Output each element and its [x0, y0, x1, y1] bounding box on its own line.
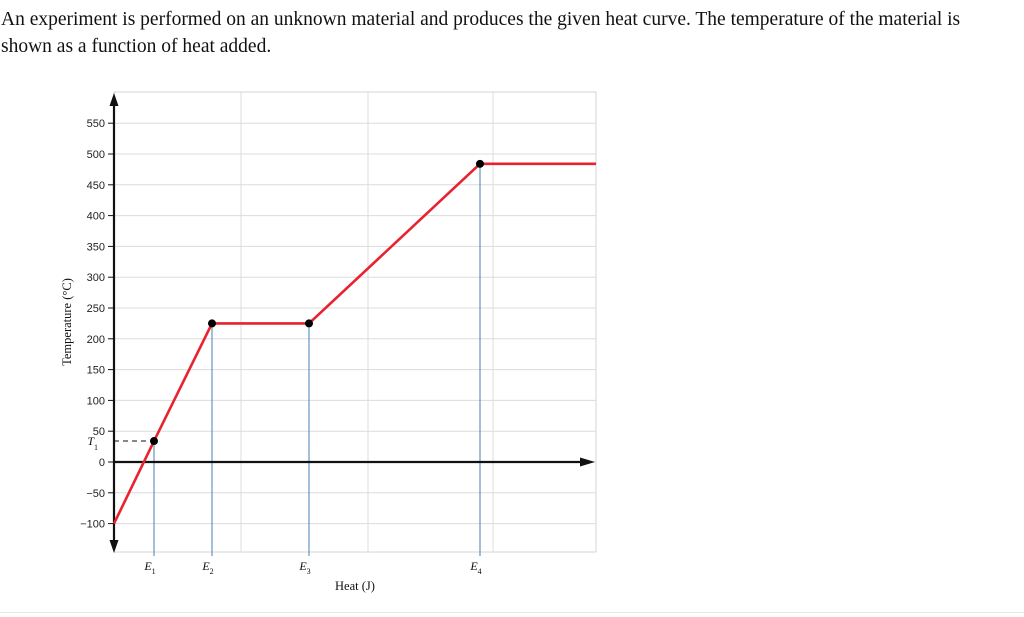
x-marker-label: E3: [298, 559, 310, 576]
y-tick-label: 350: [87, 241, 105, 253]
e4-point: [476, 159, 484, 168]
heat-curve-line: [112, 162, 596, 525]
y-tick-label: 300: [87, 272, 105, 284]
y-tick-label: 0: [99, 457, 105, 469]
x-marker-label: E1: [143, 559, 155, 576]
y-tick-label: 200: [87, 334, 105, 346]
y-tick-label: 150: [87, 365, 105, 377]
y-tick-label: 550: [87, 118, 105, 130]
e2-point: [208, 319, 216, 328]
y-axis-arrow-down: [109, 540, 119, 553]
y-marker-label: T1: [87, 434, 98, 452]
bottom-divider: [0, 612, 1024, 613]
y-tick-label: 250: [87, 303, 105, 315]
y-tick-label: 450: [87, 180, 105, 192]
y-tick-label: 100: [87, 395, 105, 407]
y-axis-label: Temperature (°C): [60, 278, 74, 366]
y-tick-label: −50: [86, 488, 105, 500]
x-axis-arrow: [580, 457, 595, 467]
plot-frame: [113, 91, 597, 553]
e1-point: [150, 437, 158, 446]
x-marker-label: E4: [469, 559, 481, 576]
y-tick-label: 400: [87, 211, 105, 223]
question-text: An experiment is performed on an unknown…: [1, 9, 961, 57]
y-tick-label: −100: [80, 519, 105, 531]
y-axis-arrow-up: [109, 93, 119, 106]
y-tick-label: 50: [93, 426, 105, 438]
x-axis-label: Heat (J): [335, 579, 375, 593]
y-tick-label: 500: [87, 149, 105, 161]
e3-point: [305, 319, 313, 328]
x-marker-label: E2: [201, 559, 213, 576]
